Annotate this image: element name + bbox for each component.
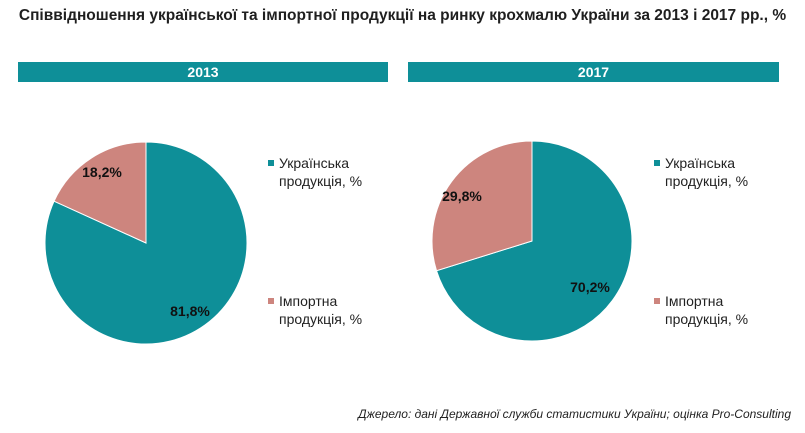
- legend-label-ukrainian-2017: Українська продукція, %: [665, 154, 748, 190]
- legend-ukrainian-line2: продукція, %: [665, 173, 749, 189]
- legend-ukrainian-line1: Українська: [665, 155, 736, 171]
- data-label-2017-ukrainian: 70,2%: [570, 279, 610, 295]
- data-label-2017-import: 29,8%: [442, 188, 482, 204]
- chart-title: Співвідношення української та імпортної …: [18, 7, 787, 24]
- legend-swatch-import-2017: [654, 298, 660, 304]
- legend-import-line1: Імпортна: [665, 293, 724, 309]
- legend-label-import-2017: Імпортна продукція, %: [665, 292, 748, 328]
- pie-slice-2013-import: [53, 141, 147, 244]
- data-label-2013-import: 18,2%: [82, 164, 122, 180]
- year-banner-2017: 2017: [408, 62, 779, 82]
- legend-ukrainian-line2: продукція, %: [279, 173, 363, 189]
- data-label-2013-ukrainian: 81,8%: [170, 303, 210, 319]
- pie-slice-2017-ukrainian: [435, 140, 633, 342]
- source-note: Джерело: дані Державної служби статистик…: [358, 407, 791, 421]
- legend-import-line2: продукція, %: [665, 311, 749, 327]
- legend-swatch-ukrainian-2013: [268, 160, 274, 166]
- legend-swatch-import-2013: [268, 298, 274, 304]
- legend-import-line2: продукція, %: [279, 311, 363, 327]
- pie-slice-2017-import: [431, 140, 533, 272]
- legend-label-import-2013: Імпортна продукція, %: [279, 292, 362, 328]
- legend-label-ukrainian-2013: Українська продукція, %: [279, 154, 362, 190]
- legend-ukrainian-line1: Українська: [279, 155, 350, 171]
- year-banner-2013: 2013: [18, 62, 388, 82]
- legend-import-line1: Імпортна: [279, 293, 338, 309]
- legend-swatch-ukrainian-2017: [654, 160, 660, 166]
